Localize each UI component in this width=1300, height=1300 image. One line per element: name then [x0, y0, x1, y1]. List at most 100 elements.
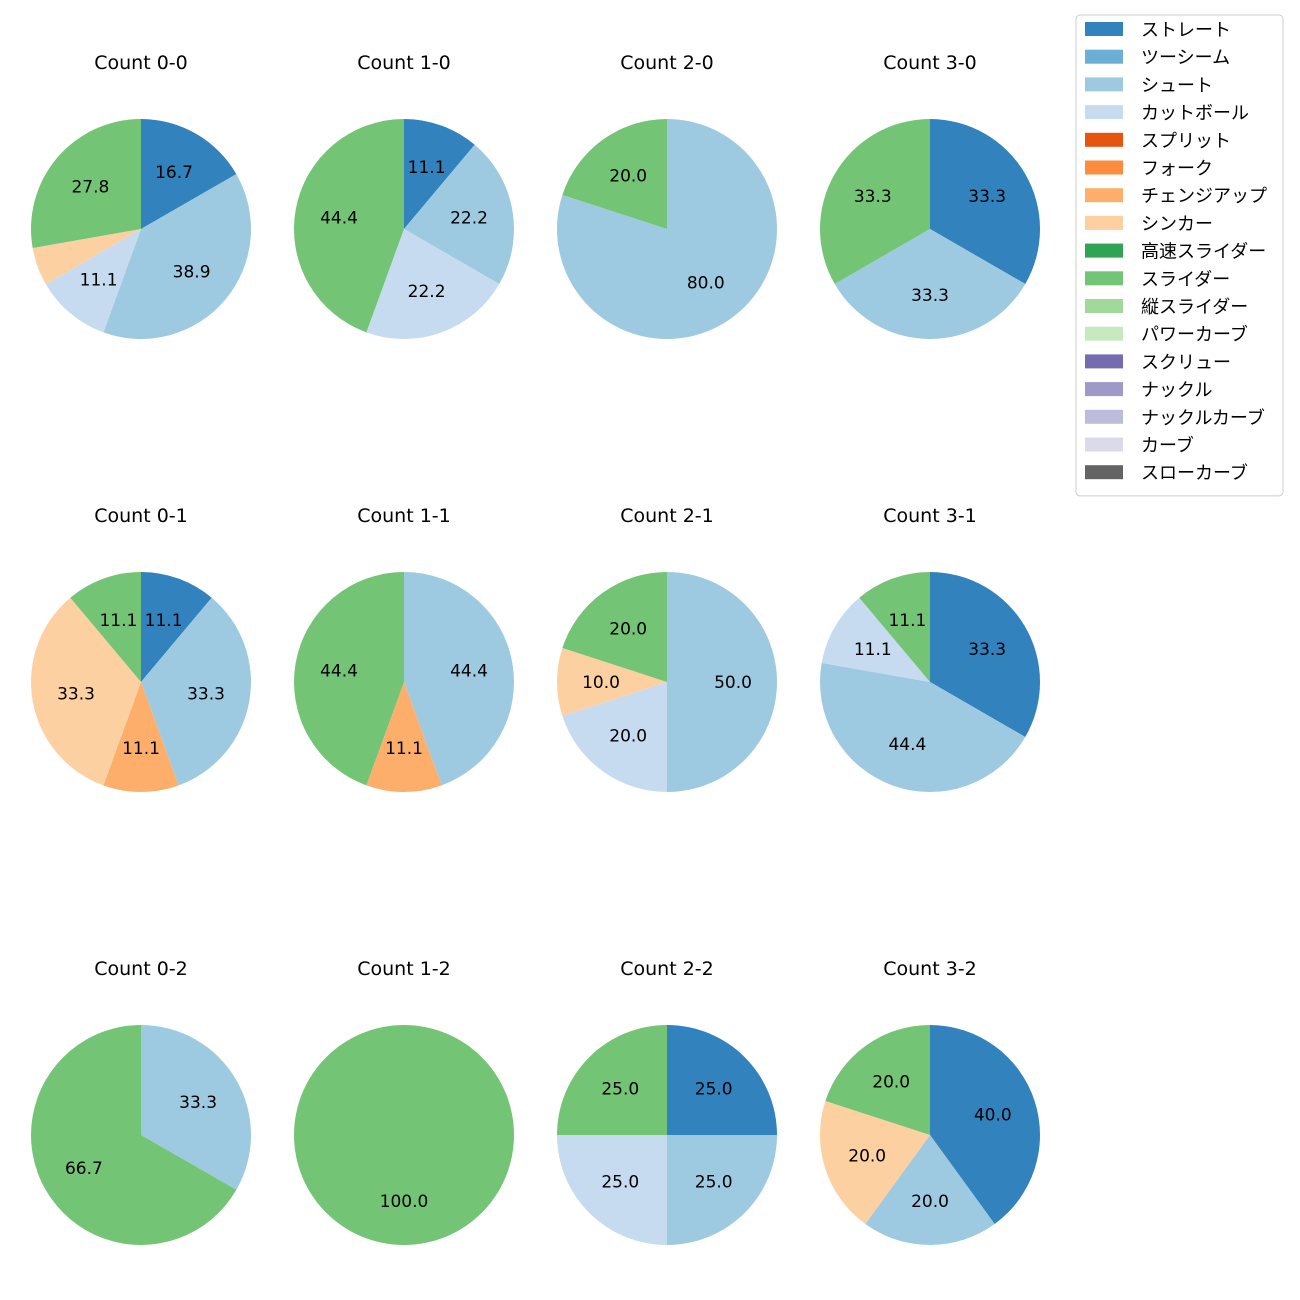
pie-slice	[819, 662, 1026, 792]
pie-slice	[31, 1025, 237, 1245]
pie-slice	[557, 1135, 667, 1245]
panel-title: Count 2-1	[620, 505, 714, 527]
slice-label: 11.1	[385, 739, 423, 759]
slice-label: 11.1	[888, 611, 926, 631]
pie-slice	[930, 119, 1040, 284]
slice-label: 25.0	[601, 1173, 639, 1193]
legend-swatch	[1085, 326, 1123, 341]
legend-label: ツーシーム	[1141, 48, 1230, 69]
slice-label: 33.3	[187, 685, 225, 705]
pie-panel: Count 3-0 33.3 33.3 33.3	[820, 52, 1040, 339]
pie-panel: Count 2-0 80.0 20.0	[556, 52, 777, 339]
slice-label: 33.3	[911, 286, 949, 306]
slice-label: 33.3	[179, 1093, 217, 1113]
legend-swatch	[1085, 132, 1123, 147]
slice-label: 44.4	[888, 735, 926, 755]
pie-slice	[141, 572, 212, 682]
slice-label: 33.3	[968, 640, 1006, 660]
legend-label: シュート	[1141, 75, 1213, 96]
legend-label: フォーク	[1141, 159, 1213, 180]
slice-label: 11.1	[145, 611, 183, 631]
pie-slice	[30, 597, 142, 786]
pie-slice	[930, 1025, 1041, 1224]
pie-panel: Count 3-1 33.3 44.4 11.1 11.1	[819, 505, 1040, 792]
pie-panel: Count 3-2 40.0 20.0 20.0 20.0	[819, 958, 1041, 1246]
panel-title: Count 0-2	[94, 958, 188, 980]
legend-swatch	[1085, 22, 1123, 36]
pie-slice	[293, 572, 404, 786]
panel-title: Count 3-1	[883, 505, 977, 527]
pie-slice	[141, 1025, 252, 1190]
pie-slice	[141, 597, 252, 786]
pie-panel: Count 2-1 50.0 20.0 10.0 20.0	[556, 505, 777, 792]
slice-label: 66.7	[65, 1159, 103, 1179]
slice-label: 11.1	[408, 158, 446, 178]
panel-title: Count 2-2	[620, 958, 714, 980]
pie-slice	[45, 229, 141, 333]
panel-title: Count 2-0	[620, 52, 714, 74]
legend-label: スライダー	[1141, 269, 1230, 290]
legend-label: チェンジアップ	[1141, 186, 1267, 207]
slice-label: 33.3	[968, 187, 1006, 207]
slice-label: 20.0	[848, 1146, 886, 1166]
slice-label: 25.0	[695, 1173, 733, 1193]
slice-label: 33.3	[854, 187, 892, 207]
slice-label: 25.0	[601, 1079, 639, 1099]
legend-label: スプリット	[1141, 131, 1231, 152]
pie-panel: Count 0-1 11.1 33.3 11.1 33.3 11.1	[30, 505, 252, 793]
slice-label: 44.4	[450, 662, 488, 682]
legend-swatch	[1085, 271, 1123, 286]
legend-swatch	[1085, 437, 1123, 452]
slice-label: 11.1	[80, 271, 118, 291]
pie-slice	[103, 174, 251, 339]
slice-label: 100.0	[380, 1192, 429, 1212]
legend-swatch	[1085, 105, 1123, 120]
slice-label: 11.1	[854, 640, 892, 660]
pie-slice	[821, 597, 930, 682]
legend-label: スクリュー	[1141, 352, 1231, 373]
pie-slice	[70, 572, 141, 682]
legend-label: シンカー	[1141, 214, 1213, 235]
pie-panel: Count 0-2 33.3 66.7	[31, 958, 252, 1245]
slice-label: 10.0	[582, 673, 620, 693]
legend-swatch	[1085, 77, 1123, 92]
pie-slice	[667, 1135, 777, 1245]
pie-slice	[557, 1025, 667, 1135]
pie-panel: Count 1-2 100.0	[294, 958, 514, 1245]
pie-slice	[32, 229, 141, 285]
legend-swatch	[1085, 188, 1123, 203]
slice-label: 40.0	[974, 1106, 1012, 1126]
slice-label: 20.0	[609, 167, 647, 187]
pie-slice	[859, 572, 930, 682]
legend: ストレートツーシームシュートカットボールスプリットフォークチェンジアップシンカー…	[1075, 14, 1284, 497]
pie-slice	[366, 682, 442, 793]
panel-title: Count 1-2	[357, 958, 451, 980]
legend-label: ストレート	[1141, 20, 1231, 41]
pie-slice	[930, 572, 1040, 737]
pie-slice	[404, 119, 475, 229]
panel-title: Count 0-1	[94, 505, 188, 527]
slice-label: 16.7	[155, 163, 193, 183]
slice-label: 25.0	[695, 1079, 733, 1099]
slice-label: 20.0	[872, 1073, 910, 1093]
legend-label: カーブ	[1141, 435, 1194, 457]
pie-slice	[667, 1025, 777, 1135]
legend-label: カットボール	[1141, 103, 1249, 124]
legend-frame	[1075, 14, 1284, 497]
legend-swatch	[1085, 465, 1123, 480]
legend-swatch	[1085, 299, 1123, 313]
panel-title: Count 1-0	[357, 52, 451, 74]
pie-slice	[825, 1025, 930, 1135]
legend-swatch	[1085, 49, 1123, 64]
slice-label: 80.0	[687, 273, 725, 293]
slice-label: 20.0	[609, 620, 647, 640]
legend-swatch	[1085, 409, 1123, 424]
legend-label: 高速スライダー	[1141, 242, 1266, 263]
slice-label: 44.4	[320, 662, 358, 682]
slice-label: 44.4	[320, 209, 358, 229]
pie-slice	[404, 144, 514, 284]
pie-slice	[294, 1025, 514, 1245]
slice-label: 38.9	[173, 262, 211, 282]
slice-label: 20.0	[609, 726, 647, 746]
pie-slice	[834, 229, 1026, 339]
